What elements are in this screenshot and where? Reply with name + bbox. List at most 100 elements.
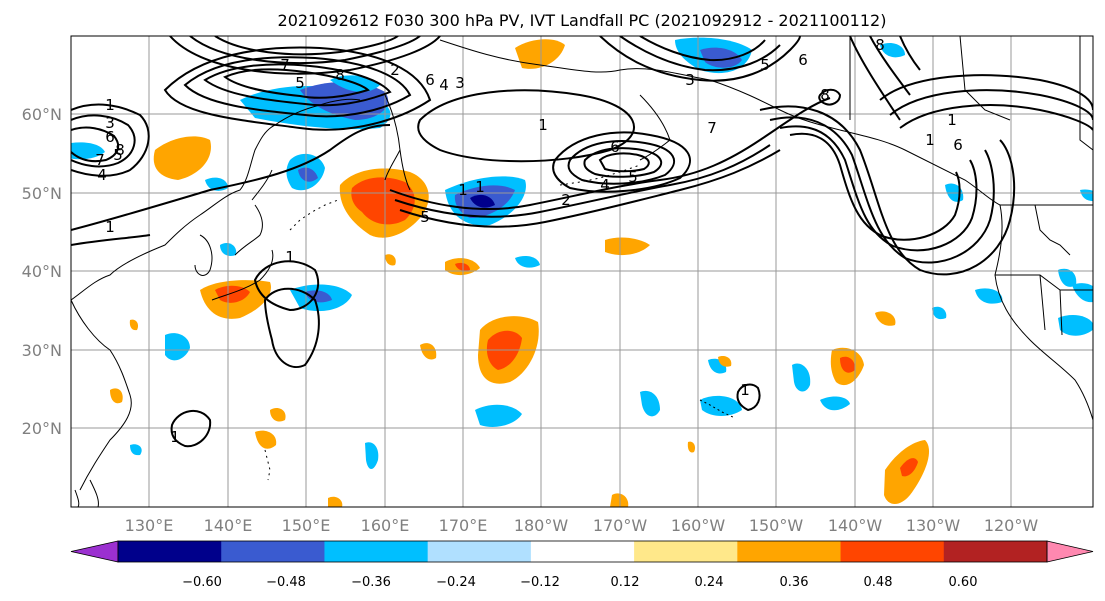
contour-label: 8 — [115, 141, 125, 159]
positive-anomaly — [270, 408, 286, 422]
contour-label: 2 — [390, 61, 400, 79]
negative-anomaly — [165, 333, 190, 361]
map-area: 1 3 6 7 5 8 4 1 1 1 2 4 5 6 1 2 3 4 5 6 … — [71, 36, 1093, 507]
negative-anomaly — [1072, 283, 1093, 303]
negative-anomaly — [880, 43, 905, 58]
colorbar-tick-label: 0.12 — [611, 575, 640, 590]
lon-label: 130°E — [125, 516, 174, 535]
contour-label: 1 — [538, 116, 548, 134]
colorbar-extend-max — [1046, 540, 1094, 563]
colorbar-tick-label: −0.60 — [182, 575, 222, 590]
contour-label: 5 — [295, 74, 305, 92]
contour-labels: 1 3 6 7 5 8 4 1 1 1 2 4 5 6 1 2 3 4 5 6 … — [95, 36, 963, 446]
negative-anomaly — [365, 442, 379, 469]
contour-label: 3 — [105, 114, 115, 132]
pv-anomaly-shading — [71, 37, 1093, 507]
negative-anomaly — [1058, 268, 1077, 287]
contour-label: 1 — [105, 218, 115, 236]
contour-label: 6 — [610, 138, 620, 156]
positive-anomaly — [610, 493, 629, 507]
contour-label: 1 — [285, 248, 295, 266]
contour-label: 8 — [335, 66, 345, 84]
positive-anomaly — [420, 343, 437, 360]
contour-label: 6 — [425, 71, 435, 89]
negative-anomaly — [700, 395, 742, 416]
contour-label: 1 — [740, 381, 750, 399]
gridlines — [71, 36, 1093, 507]
contour-label: 6 — [798, 51, 808, 69]
lon-label: 150°W — [749, 516, 804, 535]
contour-label: 6 — [105, 128, 115, 146]
lat-label: 30°N — [22, 341, 62, 360]
lon-label: 140°E — [204, 516, 253, 535]
negative-anomaly — [71, 142, 105, 160]
colorbar-segment — [324, 541, 429, 562]
colorbar-outline — [117, 540, 1048, 563]
lon-label: 180°W — [514, 516, 569, 535]
colorbar-segment — [427, 541, 532, 562]
contour-label: 7 — [95, 151, 105, 169]
negative-anomaly — [130, 444, 142, 456]
negative-anomaly — [975, 288, 1003, 304]
contour-label: 4 — [600, 176, 610, 194]
positive-anomaly — [875, 311, 896, 326]
contour-label: 5 — [760, 56, 770, 74]
contour-label: 1 — [105, 96, 115, 114]
colorbar-segment — [221, 541, 325, 562]
lat-label: 50°N — [22, 184, 62, 203]
positive-anomaly — [605, 237, 650, 256]
contour-label: 5 — [113, 146, 123, 164]
negative-anomaly — [792, 363, 811, 392]
negative-anomaly — [1058, 315, 1093, 336]
positive-anomaly — [129, 319, 139, 331]
colorbar-segment — [634, 541, 738, 562]
map-title: 2021092612 F030 300 hPa PV, IVT Landfall… — [278, 11, 887, 30]
contour-label: 3 — [685, 71, 695, 89]
map-frame — [70, 35, 1094, 508]
colorbar-segment — [118, 541, 222, 562]
lon-label: 120°W — [984, 516, 1039, 535]
positive-anomaly — [515, 39, 565, 69]
negative-anomaly — [820, 396, 850, 411]
contour-label: 7 — [707, 119, 717, 137]
colorbar-tick-label: −0.24 — [436, 575, 476, 590]
contour-label: 1 — [475, 178, 485, 196]
colorbar-segment — [530, 541, 635, 562]
contour-label: 1 — [170, 428, 180, 446]
positive-anomaly — [255, 430, 277, 449]
colorbar-tick-label: 0.60 — [949, 575, 978, 590]
negative-anomaly — [475, 404, 522, 427]
contour-label: 3 — [455, 74, 465, 92]
negative-anomaly — [1080, 189, 1093, 202]
negative-anomaly — [515, 256, 540, 268]
colorbar-tick-label: −0.36 — [351, 575, 391, 590]
contour-label: 7 — [280, 56, 290, 74]
contour-label: 5 — [420, 208, 430, 226]
positive-anomaly — [328, 496, 343, 507]
colorbar-segment — [840, 541, 945, 562]
contour-label: 1 — [925, 131, 935, 149]
contour-label: 8 — [820, 86, 830, 104]
lon-label: 150°E — [282, 516, 331, 535]
colorbar: −0.60 −0.48 −0.36 −0.24 −0.12 0.12 0.24 … — [70, 540, 1094, 590]
positive-anomaly — [687, 441, 696, 453]
negative-anomaly — [640, 390, 660, 417]
lon-label: 140°W — [828, 516, 883, 535]
contour-label: 1 — [947, 111, 957, 129]
lat-label: 40°N — [22, 262, 62, 281]
colorbar-tick-label: 0.48 — [864, 575, 893, 590]
contour-lines — [71, 36, 1093, 448]
coastlines — [71, 36, 1093, 507]
contour-label: 6 — [953, 136, 963, 154]
longitude-labels: 130°E 140°E 150°E 160°E 170°E 180°W 170°… — [125, 516, 1039, 535]
colorbar-extend-min — [70, 540, 119, 563]
lon-label: 170°W — [593, 516, 648, 535]
colorbar-segment — [943, 541, 1048, 562]
contour-label: 2 — [561, 191, 571, 209]
lon-label: 170°E — [439, 516, 488, 535]
contour-label: 4 — [439, 76, 449, 94]
contour-label: 1 — [458, 181, 468, 199]
colorbar-tick-label: −0.12 — [520, 575, 560, 590]
lat-label: 20°N — [22, 419, 62, 438]
